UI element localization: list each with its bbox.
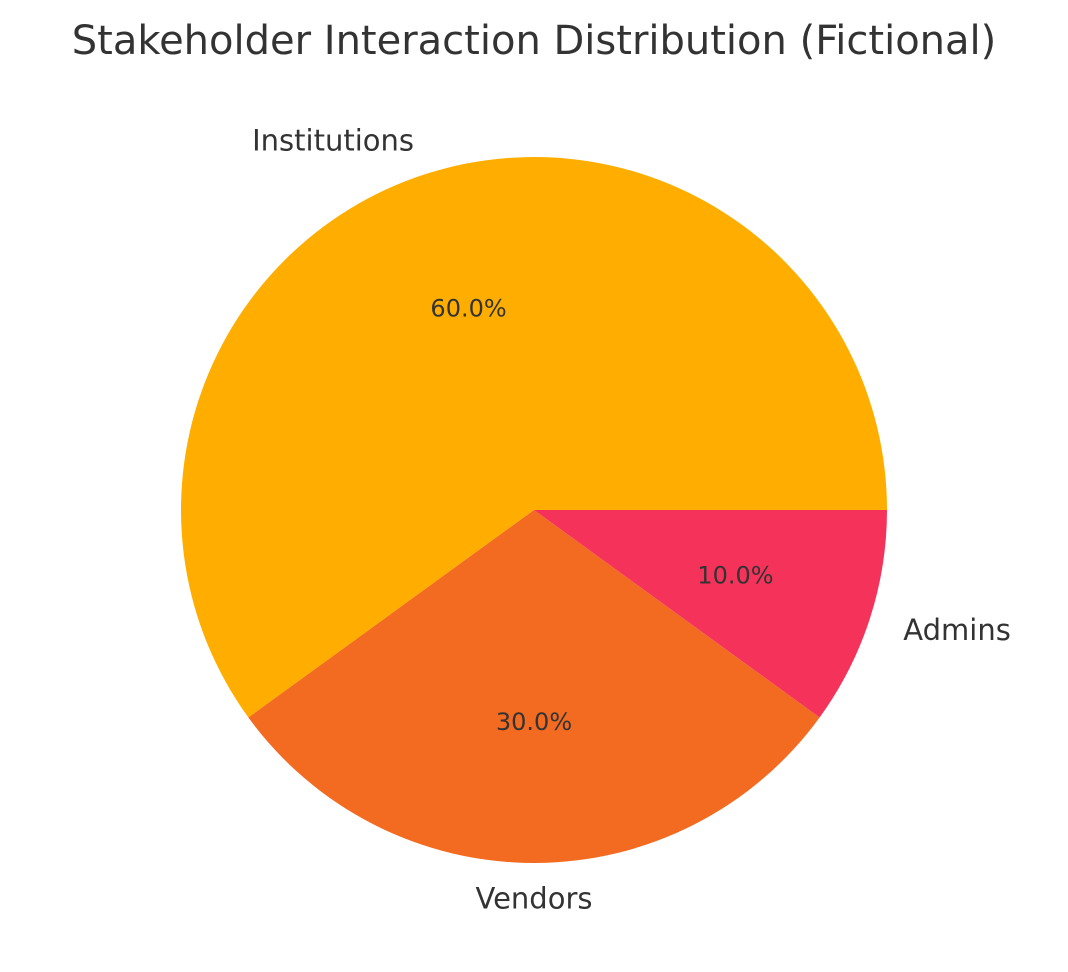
slice-value-label-vendors: 30.0% [496, 708, 572, 736]
pie-slices [181, 157, 887, 864]
pie-slice-admins [534, 510, 887, 718]
pie-slice-vendors [248, 510, 820, 864]
pie-labels: Institutions 60.0% Vendors 30.0% Admins 10.0% [252, 124, 1011, 916]
slice-label-admins: Admins [903, 613, 1011, 647]
slice-value-label-admins: 10.0% [697, 561, 773, 589]
slice-label-vendors: Vendors [476, 881, 593, 915]
slice-value-label-institutions: 60.0% [430, 295, 506, 323]
pie-slice-institutions [181, 157, 887, 718]
chart-title: Stakeholder Interaction Distribution (Fi… [72, 18, 997, 64]
slice-label-institutions: Institutions [252, 124, 414, 158]
